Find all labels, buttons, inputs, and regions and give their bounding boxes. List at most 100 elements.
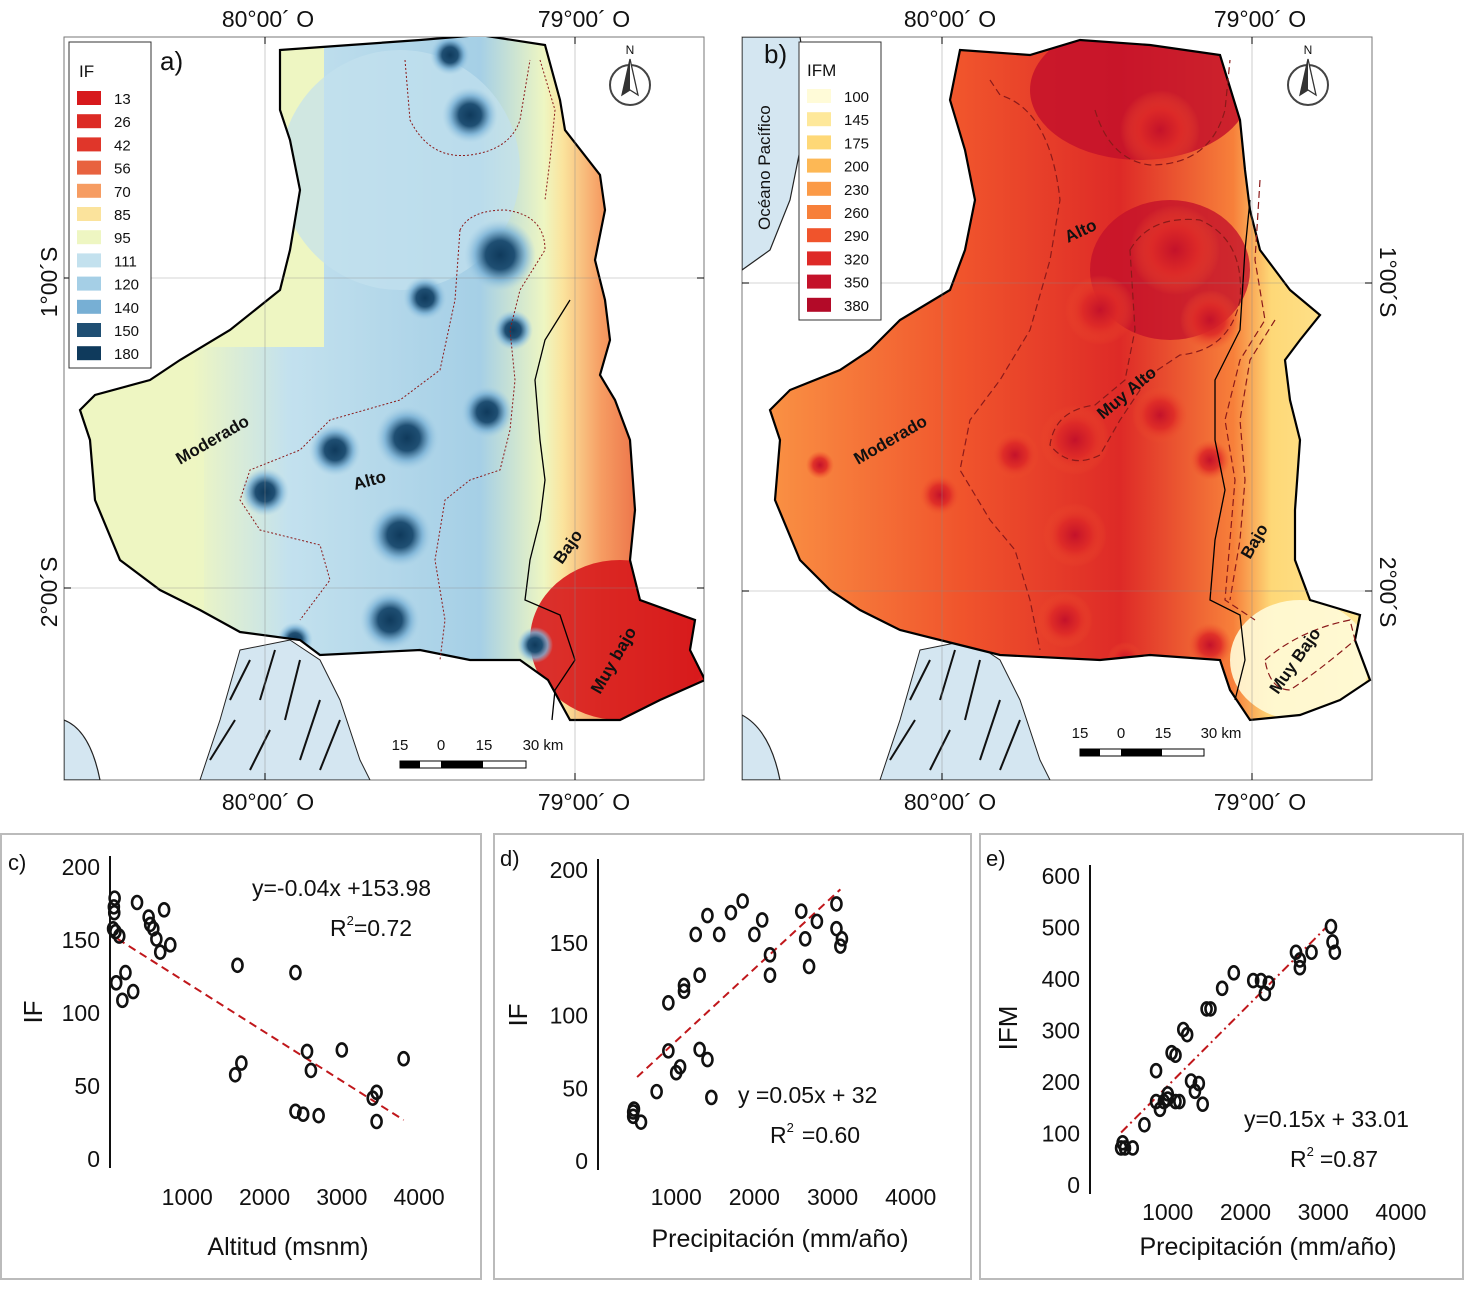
- svg-text:0: 0: [1117, 725, 1125, 742]
- chart-c-data-point: [130, 894, 144, 911]
- map-a-legend-label: 42: [114, 137, 131, 154]
- map-b-legend-label: 175: [844, 135, 869, 152]
- map-b-legend-title: IFM: [807, 61, 836, 80]
- map-b-legend-swatch: [807, 274, 831, 289]
- chart-e-data-point: [1180, 1026, 1194, 1043]
- chart-e-ytick-label: 600: [1042, 863, 1080, 889]
- chart-c-ytick-label: 200: [62, 854, 100, 880]
- chart-e-data-point: [1126, 1140, 1140, 1156]
- chart-d-panel-label: d): [500, 846, 520, 871]
- chart-e-data-point: [1328, 944, 1342, 961]
- chart-d-r2: R2 =0.60: [770, 1120, 860, 1148]
- map-b-legend: IFM 100 145 175 200 230 260 290 320 350 380: [798, 41, 882, 321]
- map-b-legend-swatch: [807, 158, 831, 173]
- chart-c-data-point: [289, 1103, 302, 1120]
- map-a-legend-label: 111: [114, 253, 137, 270]
- map-b-lat-right-1: 1°00´S: [1375, 247, 1401, 318]
- chart-d-data-point: [835, 931, 849, 947]
- chart-c-if-vs-altitud: c) y=-0.04x +153.98 R2=0.72 0 50 100 150 200…: [0, 833, 482, 1280]
- chart-e-data-point: [1173, 1093, 1186, 1110]
- chart-d-ytick-label: 200: [550, 857, 588, 883]
- chart-d-ylabel: IF: [503, 1003, 533, 1026]
- chart-e-data-point: [1254, 972, 1268, 989]
- chart-d-data-point: [794, 903, 808, 919]
- chart-d-r2-value: =0.60: [802, 1122, 860, 1148]
- chart-d-data-point: [705, 1089, 718, 1106]
- chart-d-xtick-label: 1000: [651, 1184, 702, 1210]
- chart-c-data-point: [296, 1106, 310, 1122]
- chart-c-data-point: [228, 1066, 242, 1083]
- chart-e-r2-exponent: 2: [1307, 1144, 1314, 1159]
- map-a-legend-label: 13: [114, 91, 131, 108]
- chart-e-data-point: [1196, 1096, 1210, 1112]
- map-b-lat-right-2: 2°00´S: [1375, 557, 1401, 628]
- svg-text:30 km: 30 km: [1201, 725, 1242, 742]
- chart-d-xtick-label: 4000: [885, 1184, 936, 1210]
- map-a-legend-swatch: [77, 137, 101, 152]
- map-a-lon-bottom-1: 80°00´ O: [222, 789, 314, 815]
- chart-d-data-point: [724, 904, 738, 921]
- chart-e-data-point: [1293, 959, 1307, 976]
- chart-d-data-point: [763, 967, 777, 984]
- chart-c-data-point: [231, 957, 244, 974]
- map-b-legend-label: 380: [844, 298, 869, 315]
- chart-e-r2: R2 =0.87: [1290, 1144, 1378, 1172]
- map-a-legend-label: 140: [114, 300, 139, 317]
- chart-c-panel-label: c): [8, 850, 26, 875]
- map-a-legend-swatch: [77, 299, 101, 314]
- chart-c-data-point: [112, 928, 126, 944]
- chart-e-data-point: [1118, 1140, 1132, 1156]
- chart-d-data-point: [689, 926, 703, 943]
- chart-e-data-point: [1192, 1075, 1206, 1092]
- map-b-legend-label: 290: [844, 228, 869, 245]
- map-a-legend-swatch: [77, 160, 101, 175]
- svg-text:15: 15: [1155, 725, 1172, 742]
- chart-c-r2-value: =0.72: [354, 915, 412, 941]
- chart-e-trend-line: [1120, 925, 1328, 1134]
- chart-e-ytick-label: 500: [1042, 915, 1080, 941]
- chart-d-data-point: [802, 958, 816, 975]
- map-b-north-arrow: N: [1287, 43, 1329, 106]
- map-b-legend-swatch: [807, 181, 831, 196]
- chart-c-r2-exponent: 2: [347, 913, 354, 928]
- map-b-legend-label: 230: [844, 182, 869, 199]
- chart-d-equation: y =0.05x + 32: [738, 1082, 877, 1108]
- chart-e-ylabel: IFM: [993, 1006, 1023, 1051]
- map-b-legend-label: 100: [844, 89, 869, 106]
- map-b-legend-label: 260: [844, 205, 869, 222]
- map-a-legend-swatch: [77, 207, 101, 221]
- map-b-legend-swatch: [807, 89, 831, 103]
- map-b-legend-swatch: [807, 228, 831, 243]
- map-b-legend-label: 145: [844, 112, 869, 129]
- map-b-legend-swatch: [807, 135, 831, 150]
- chart-c-xlabel: Altitud (msnm): [207, 1233, 368, 1261]
- map-a-lon-top-2: 79°00´ O: [538, 6, 630, 32]
- map-a-panel-label: a): [160, 46, 183, 76]
- map-a-north-arrow: N: [609, 43, 651, 106]
- chart-c-data-point: [108, 890, 121, 906]
- chart-c-data-point: [335, 1042, 349, 1058]
- chart-d-data-point: [673, 1059, 687, 1075]
- chart-c-xtick-label: 1000: [162, 1184, 213, 1210]
- chart-e-panel-label: e): [986, 846, 1006, 871]
- chart-e-xtick-label: 3000: [1298, 1199, 1349, 1225]
- chart-e-data-point: [1326, 934, 1339, 950]
- chart-c-data-point: [304, 1062, 318, 1079]
- chart-d-r2-exponent: 2: [787, 1120, 794, 1135]
- chart-d-data-point: [701, 1051, 714, 1068]
- chart-c-xtick-label: 4000: [394, 1184, 445, 1210]
- map-b-legend-label: 320: [844, 251, 869, 268]
- map-a-legend-swatch: [77, 91, 101, 105]
- chart-c-data-point: [107, 904, 121, 921]
- chart-c-data-point: [150, 931, 163, 947]
- chart-d-ytick-label: 0: [575, 1148, 588, 1174]
- chart-e-xtick-label: 2000: [1220, 1199, 1271, 1225]
- svg-text:30 km: 30 km: [523, 737, 564, 754]
- chart-e-data-point: [1258, 985, 1272, 1002]
- chart-c-data-point: [109, 974, 123, 991]
- chart-e-data-point: [1324, 918, 1338, 935]
- chart-d-data-point: [693, 967, 706, 984]
- chart-e-data-point: [1227, 965, 1241, 981]
- map-a-legend-swatch: [77, 346, 101, 361]
